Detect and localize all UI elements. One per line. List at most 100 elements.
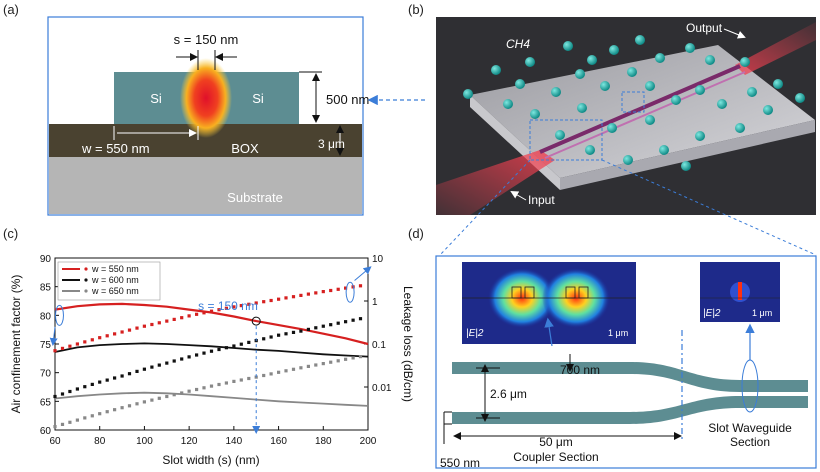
loss-point-1 (75, 387, 79, 391)
zoom-region-box-small (621, 91, 645, 113)
loss-axis-arrow (354, 266, 372, 281)
y2-tick-label: 1 (372, 297, 378, 308)
loss-point-1 (202, 351, 206, 355)
loss-point-0 (53, 349, 57, 353)
input-beam (436, 150, 555, 215)
loss-point-2 (314, 363, 318, 367)
loss-point-0 (120, 330, 124, 334)
loss-point-2 (239, 378, 243, 382)
field-label-left: |E|2 (466, 328, 484, 339)
loss-point-2 (209, 384, 214, 388)
loss-point-1 (68, 389, 72, 394)
separation-label: 2.6 μm (490, 387, 527, 401)
legend-label-600: w = 600 nm (91, 275, 139, 285)
y-tick-label: 90 (40, 254, 52, 265)
loss-point-2 (358, 355, 363, 359)
loss-point-1 (336, 321, 340, 325)
loss-point-2 (187, 389, 191, 393)
panel-d-label: (d) (408, 226, 424, 241)
loss-point-1 (291, 330, 296, 334)
loss-point-1 (83, 385, 87, 389)
x-tick-label: 100 (136, 436, 153, 447)
loss-point-2 (180, 391, 184, 395)
y2-tick-label: 0.01 (372, 383, 392, 394)
loss-point-1 (284, 332, 288, 336)
loss-point-2 (336, 359, 340, 363)
loss-point-1 (180, 357, 184, 361)
annotation-marker (49, 266, 372, 434)
loss-point-0 (105, 334, 109, 338)
gas-label: CH4 (506, 37, 530, 51)
loss-point-1 (239, 342, 243, 346)
panel-a-frame (47, 16, 364, 216)
coupler-mode-field: |E|2 1 μm (462, 262, 636, 344)
loss-point-2 (83, 416, 87, 420)
width-label: w = 550 nm (81, 141, 150, 156)
loss-point-0 (98, 336, 102, 340)
annotation-label: s = 150 nm (198, 299, 258, 313)
confinement-axis-arrow (49, 326, 58, 346)
loss-point-2 (224, 381, 228, 385)
slot-waveguide-rail (544, 71, 746, 159)
loss-point-0 (165, 319, 169, 323)
loss-point-0 (247, 302, 251, 306)
x-tick-label: 160 (270, 436, 287, 447)
x-tick-label: 60 (49, 436, 61, 447)
loss-point-2 (135, 402, 139, 406)
loss-point-0 (157, 321, 161, 325)
slot-width-label: s = 150 nm (174, 32, 239, 47)
loss-point-0 (224, 306, 228, 310)
loss-point-2 (157, 396, 161, 400)
panel-c-label: (c) (3, 226, 18, 241)
loss-point-2 (321, 362, 325, 366)
loss-point-0 (284, 296, 288, 300)
loss-point-0 (254, 301, 258, 305)
x-tick-label: 120 (181, 436, 198, 447)
loss-point-1 (299, 329, 303, 333)
output-arrow (723, 28, 746, 39)
scale-bar-right: 1 μm (752, 308, 772, 318)
loss-point-1 (150, 365, 154, 369)
loss-point-0 (195, 312, 199, 316)
loss-point-0 (150, 322, 154, 327)
loss-point-2 (291, 367, 296, 371)
loss-point-1 (277, 333, 281, 337)
x-tick-label: 140 (226, 436, 243, 447)
loss-point-1 (306, 327, 310, 331)
loss-point-2 (75, 418, 79, 422)
input-arrow (510, 191, 527, 201)
loss-point-2 (195, 387, 199, 392)
coupler-section-label: Coupler Section (513, 450, 598, 464)
substrate-label: Substrate (227, 190, 283, 205)
loss-point-2 (351, 356, 355, 360)
loss-point-2 (262, 373, 266, 378)
input-label: Input (528, 193, 555, 207)
waveguide-width-label: 550 nm (440, 456, 480, 470)
loss-point-0 (314, 291, 318, 295)
slot-mode-field: |E|2 1 μm (700, 262, 780, 322)
loss-point-1 (127, 372, 132, 376)
loss-point-2 (299, 366, 303, 370)
zoom-line-left (439, 159, 531, 256)
loss-point-0 (306, 292, 310, 296)
loss-point-1 (314, 326, 318, 330)
x-tick-label: 180 (315, 436, 332, 447)
loss-point-1 (113, 376, 117, 380)
loss-point-1 (269, 335, 273, 339)
x-axis-ticks: 60 80 100 120 140 160 180 200 (49, 426, 377, 447)
slot-section-label-line1: Slot Waveguide (708, 421, 792, 435)
loss-point-0 (269, 298, 273, 303)
si-left-label: Si (150, 91, 162, 106)
loss-point-1 (165, 361, 169, 365)
y-tick-label: 85 (40, 283, 52, 294)
loss-point-2 (254, 375, 258, 379)
y-tick-label: 80 (40, 311, 52, 322)
loss-point-0 (187, 314, 191, 318)
loss-point-0 (142, 324, 146, 328)
zoom-region-box (529, 119, 603, 161)
slot-field-glow (180, 58, 232, 138)
loss-point-2 (284, 369, 288, 373)
loss-point-0 (321, 290, 325, 294)
loss-point-2 (165, 394, 169, 399)
